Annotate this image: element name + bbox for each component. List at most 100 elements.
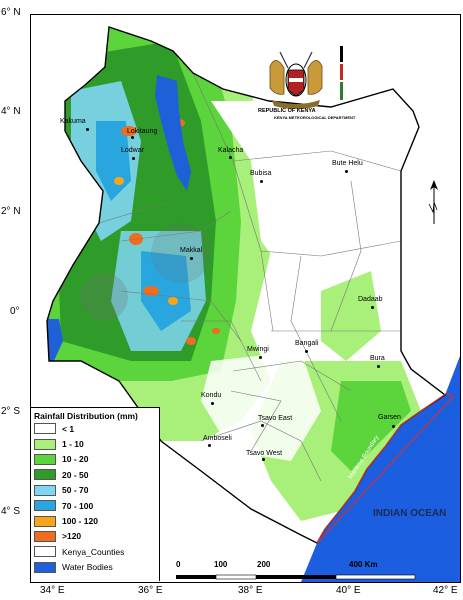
lat-tick-6n: 6° N — [1, 7, 21, 18]
legend-label: >120 — [62, 531, 82, 542]
rain-hotspot-5 — [168, 297, 178, 305]
scale-label-400: 400 Km — [349, 560, 378, 569]
legend-swatch — [34, 546, 56, 558]
place-lokitaung: Lokitaung — [127, 128, 158, 135]
coat-of-arms-emblem — [269, 46, 343, 109]
legend-title: Rainfall Distribution (mm) — [34, 411, 138, 421]
legend-item: < 1 — [31, 421, 159, 436]
legend-panel: Rainfall Distribution (mm) < 1 1 - 10 10… — [31, 407, 160, 581]
place-dot-garsen — [392, 425, 395, 428]
place-makkal: Makkal — [180, 247, 203, 254]
legend-swatch — [34, 530, 56, 542]
place-bubisa: Bubisa — [250, 170, 272, 177]
place-amboseli: Amboseli — [203, 435, 232, 442]
rain-zone-east-1 — [321, 271, 381, 361]
place-dot-bubisa — [260, 180, 263, 183]
place-dot-dadaab — [371, 306, 374, 309]
lat-tick-2s: 2° S — [1, 406, 21, 417]
legend-item: 50 - 70 — [31, 483, 159, 498]
place-mwingi: Mwingi — [247, 346, 269, 353]
rain-hotspot-4 — [143, 286, 159, 296]
dry-zone-north — [211, 101, 401, 281]
maritime-boundary — [316, 392, 454, 544]
republic-of-kenya-label: REPUBLIC OF KENYA — [258, 108, 316, 114]
legend-swatch — [34, 515, 56, 527]
place-dot-kondu — [211, 402, 214, 405]
scale-label-200: 200 — [257, 560, 271, 569]
legend-swatch — [34, 453, 56, 465]
place-dot-bute-helu — [345, 170, 348, 173]
rain-hotspot-8 — [212, 328, 220, 334]
legend-item: 10 - 20 — [31, 452, 159, 467]
legend-swatch — [34, 423, 56, 435]
place-dot-kalacha — [229, 156, 232, 159]
lon-tick-38e: 38° E — [238, 585, 263, 596]
place-bute-helu: Bute Helu — [332, 160, 363, 167]
legend-swatch — [34, 484, 56, 496]
legend-swatch — [34, 438, 56, 450]
map-frame — [30, 14, 461, 583]
legend-item: Water Bodies — [31, 560, 159, 575]
legend-label: 70 - 100 — [62, 500, 94, 511]
legend-rows: < 1 1 - 10 10 - 20 20 - 50 50 - 70 70 - … — [31, 421, 159, 575]
lat-tick-4n: 4° N — [1, 106, 21, 117]
rain-hotspot-6 — [114, 177, 124, 185]
place-tsavo-west: Tsavo West — [246, 450, 283, 457]
legend-label: Kenya_Counties — [62, 546, 125, 557]
place-kalacha: Kalacha — [218, 147, 244, 154]
place-garsen: Garsen — [378, 414, 401, 421]
legend-item: 20 - 50 — [31, 467, 159, 482]
legend-swatch — [34, 561, 56, 573]
legend-item: >120 — [31, 529, 159, 544]
place-dot-tsavo-west — [262, 458, 265, 461]
place-dadaab: Dadaab — [358, 296, 383, 303]
place-dot-makkal — [190, 257, 193, 260]
place-kakuma: Kakuma — [60, 118, 86, 125]
place-bura: Bura — [370, 355, 385, 362]
scale-label-0: 0 — [176, 560, 181, 569]
place-bangali: Bangali — [295, 340, 319, 347]
indian-ocean-label: INDIAN OCEAN — [373, 508, 447, 519]
lake-turkana — [155, 75, 191, 191]
legend-label: Water Bodies — [62, 562, 113, 573]
lon-tick-40e: 40° E — [336, 585, 361, 596]
place-dot-tsavo-east — [261, 424, 264, 427]
lat-tick-0: 0° — [10, 306, 20, 317]
legend-item: Kenya_Counties — [31, 544, 159, 559]
kmd-label: KENYA METEOROLOGICAL DEPARTMENT — [274, 115, 356, 120]
legend-item: 70 - 100 — [31, 498, 159, 513]
place-dot-mwingi — [259, 356, 262, 359]
place-tsavo-east: Tsavo East — [258, 415, 293, 422]
legend-label: 1 - 10 — [62, 439, 84, 450]
scale-bar — [176, 574, 416, 580]
lon-tick-36e: 36° E — [138, 585, 163, 596]
place-kondu: Kondu — [201, 392, 222, 399]
highland-shading — [80, 273, 128, 321]
north-arrow-icon — [428, 180, 438, 224]
lon-tick-34e: 34° E — [40, 585, 65, 596]
lon-tick-42e: 42° E — [433, 585, 458, 596]
place-dot-bangali — [305, 350, 308, 353]
place-dot-amboseli — [208, 444, 211, 447]
place-dot-lodwar — [132, 157, 135, 160]
county-boundaries — [98, 72, 402, 482]
rainfall-map — [46, 26, 460, 582]
legend-item: 100 - 120 — [31, 513, 159, 528]
dry-zone-south — [201, 351, 321, 461]
legend-label: 50 - 70 — [62, 485, 89, 496]
legend-label: 10 - 20 — [62, 454, 89, 465]
legend-label: 100 - 120 — [62, 516, 98, 527]
highland-shading-2 — [151, 223, 211, 283]
rain-zone-blue-2 — [141, 251, 191, 331]
rain-zone-coast-green — [331, 381, 411, 471]
lake-victoria — [47, 319, 63, 363]
legend-swatch — [34, 500, 56, 512]
rain-hotspot-1 — [121, 126, 137, 136]
legend-label: < 1 — [62, 423, 75, 434]
place-dot-bura — [377, 365, 380, 368]
lat-tick-4s: 4° S — [1, 506, 21, 517]
place-dot-lokitaung — [131, 136, 134, 139]
scale-label-100: 100 — [214, 560, 228, 569]
legend-label: 20 - 50 — [62, 469, 89, 480]
place-dot-kakuma — [86, 128, 89, 131]
